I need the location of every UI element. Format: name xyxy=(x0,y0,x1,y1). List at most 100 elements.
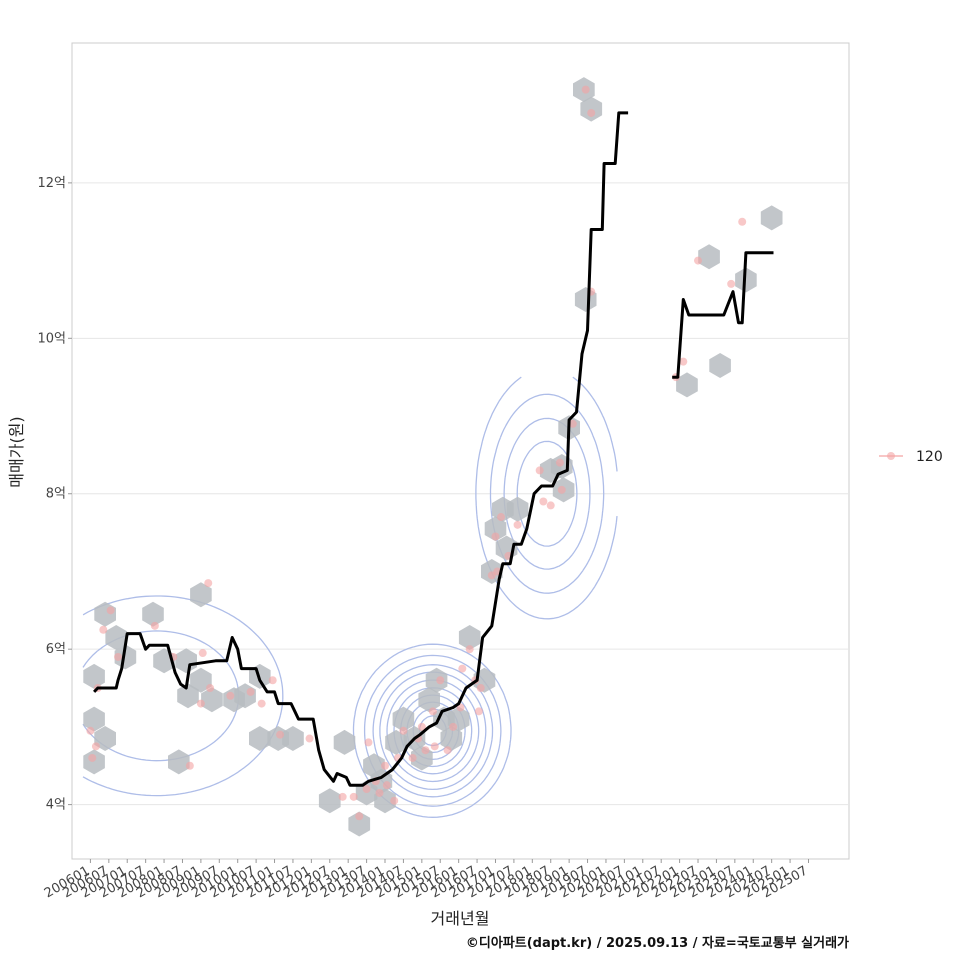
data-point xyxy=(150,621,159,630)
y-tick-label: 6억 xyxy=(46,642,66,657)
hexbin xyxy=(318,788,341,814)
legend-key-point xyxy=(887,452,895,460)
hexbin xyxy=(440,726,463,751)
data-point xyxy=(497,513,506,522)
hexbin xyxy=(83,663,105,689)
data-point xyxy=(246,687,255,696)
data-point xyxy=(539,497,548,506)
data-point xyxy=(362,785,371,794)
y-tick-label: 12억 xyxy=(37,176,66,191)
data-point xyxy=(257,699,266,708)
data-point xyxy=(443,746,452,755)
data-point xyxy=(196,699,205,708)
hexbin xyxy=(175,648,197,674)
data-point xyxy=(738,217,747,226)
data-point xyxy=(587,108,596,117)
data-point xyxy=(408,753,417,762)
data-point xyxy=(491,532,500,541)
data-point xyxy=(382,781,391,790)
hexbin xyxy=(249,726,271,751)
hexbin xyxy=(506,496,529,522)
data-point xyxy=(465,645,474,654)
data-point xyxy=(430,742,439,751)
data-point xyxy=(568,419,577,428)
hexbin xyxy=(709,353,731,378)
hexbin xyxy=(83,749,105,775)
data-point xyxy=(679,357,688,366)
moving-average-line xyxy=(672,251,774,379)
data-point xyxy=(390,796,399,805)
data-point xyxy=(114,652,123,661)
data-point xyxy=(375,788,384,797)
moving-average-line xyxy=(93,111,629,787)
density-contour xyxy=(372,417,591,798)
data-point xyxy=(399,726,408,735)
data-point xyxy=(206,684,215,693)
data-point xyxy=(694,256,703,265)
hexbin xyxy=(458,625,481,650)
data-point xyxy=(276,730,285,739)
data-point xyxy=(349,792,358,801)
data-point xyxy=(421,746,430,755)
x-axis: 2006012006072007012007072008012008072009… xyxy=(42,859,810,901)
hexbin xyxy=(114,644,137,670)
data-point xyxy=(581,85,590,94)
moving-average-layer xyxy=(93,111,774,787)
data-point xyxy=(364,738,373,747)
data-point xyxy=(458,664,467,673)
data-point xyxy=(513,520,522,529)
data-point xyxy=(436,676,445,685)
data-point xyxy=(428,707,437,716)
data-point xyxy=(355,812,364,821)
data-point xyxy=(185,761,194,770)
data-point xyxy=(86,726,95,735)
data-point xyxy=(88,753,97,762)
hexbin xyxy=(333,729,356,755)
data-point xyxy=(381,761,390,770)
y-axis: 4억 6억 8억 10억 12억 xyxy=(37,176,72,813)
hexbin xyxy=(484,516,507,542)
data-point xyxy=(555,458,564,467)
hexbin xyxy=(190,582,212,608)
data-point xyxy=(204,579,213,588)
data-point xyxy=(535,466,544,475)
data-point xyxy=(449,722,458,731)
y-axis-title: 매매가(원) xyxy=(7,416,26,487)
y-tick-label: 10억 xyxy=(37,331,66,346)
hexbin xyxy=(94,726,116,751)
caption: ©디아파트(dapt.kr) / 2025.09.13 / 자료=국토교통부 실… xyxy=(466,935,849,951)
data-point xyxy=(99,625,108,634)
legend: 120 xyxy=(879,449,943,465)
y-tick-label: 8억 xyxy=(46,487,66,502)
hexbin xyxy=(418,687,440,713)
data-point xyxy=(198,649,207,658)
hexbin xyxy=(105,625,127,650)
x-axis-title: 거래년월 xyxy=(431,909,490,928)
density-contour xyxy=(82,393,605,807)
legend-label: 120 xyxy=(916,449,943,465)
data-point xyxy=(305,734,314,743)
hexbin xyxy=(83,706,105,732)
hexbin xyxy=(282,726,304,751)
hexbin xyxy=(142,601,164,627)
hexbin xyxy=(698,244,720,270)
data-point xyxy=(91,742,100,751)
data-point xyxy=(268,676,277,685)
data-point xyxy=(338,792,347,801)
hexbin xyxy=(201,687,223,713)
data-point xyxy=(474,707,483,716)
data-point xyxy=(476,684,485,693)
data-point xyxy=(417,722,426,731)
data-point xyxy=(727,279,736,288)
y-tick-label: 4억 xyxy=(46,798,66,813)
hexbin xyxy=(177,683,199,709)
hexbin xyxy=(760,205,783,231)
hexbin xyxy=(385,729,407,755)
data-point xyxy=(546,501,555,510)
hexbin xyxy=(190,667,212,693)
hexbin xyxy=(676,372,698,398)
hexbin xyxy=(348,811,371,837)
hexbin xyxy=(168,749,190,775)
hexbin xyxy=(392,706,415,732)
